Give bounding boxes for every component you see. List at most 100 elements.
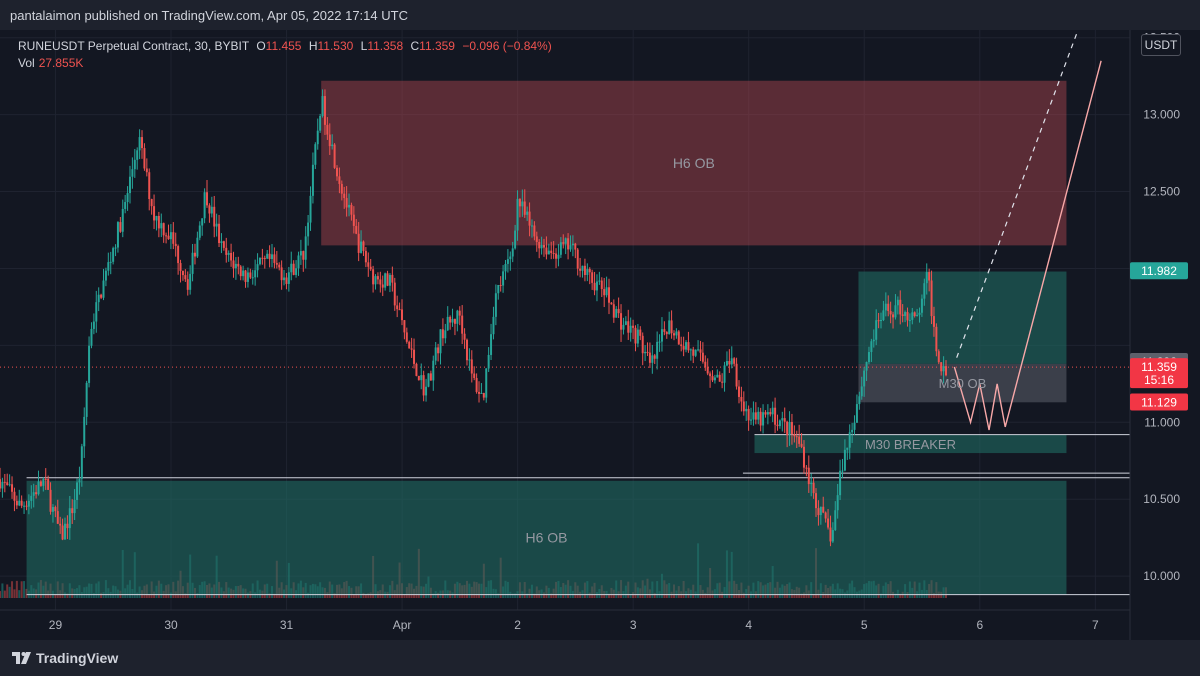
price-label-text: 11.359	[1141, 360, 1177, 374]
candle-body	[530, 225, 533, 227]
volume-bar	[63, 592, 66, 598]
candle-body	[932, 316, 935, 327]
candle-body	[465, 339, 468, 361]
candle-body	[535, 236, 538, 242]
volume-bar	[932, 592, 935, 598]
candle-body	[420, 375, 423, 381]
candle-body	[68, 508, 71, 529]
price-chart[interactable]: H6 OB H6 OB M30 OB M30 BREAKER 10.000 10.500…	[0, 30, 1200, 640]
candle-body	[851, 429, 854, 433]
candle-body	[672, 333, 675, 336]
candle-body	[526, 211, 529, 215]
candle-body	[675, 331, 678, 336]
volume-bar	[880, 593, 883, 598]
candle-body	[612, 304, 615, 318]
candle-body	[682, 346, 685, 350]
candle-body	[218, 223, 221, 244]
candle-body	[201, 218, 204, 226]
candle-body	[352, 214, 355, 226]
candle-body	[413, 349, 416, 364]
candle-body	[906, 312, 909, 321]
volume-bar	[511, 593, 514, 598]
candle-body	[83, 416, 86, 447]
candle-body	[437, 347, 440, 354]
volume-bar	[13, 589, 16, 598]
candle-body	[425, 386, 428, 396]
candle-body	[610, 302, 613, 305]
candle-body	[323, 96, 326, 125]
zone-box	[321, 80, 1067, 246]
candle-body	[25, 505, 28, 507]
volume-bar	[526, 593, 529, 598]
candle-body	[415, 363, 418, 376]
time-tick-label: 2	[514, 618, 521, 632]
currency-button[interactable]: USDT	[1141, 34, 1181, 56]
candle-body	[102, 280, 105, 298]
legend-volume-row: Vol 27.855K	[18, 55, 552, 72]
volume-bar	[23, 581, 26, 598]
candle-body	[562, 242, 565, 244]
candle-body	[882, 310, 885, 321]
candle-body	[184, 275, 187, 280]
candle-body	[860, 386, 863, 397]
candle-body	[839, 470, 842, 496]
candle-body	[595, 281, 598, 291]
candle-body	[444, 330, 447, 339]
candle-body	[316, 130, 319, 145]
volume-bar	[3, 590, 6, 598]
candle-body	[757, 411, 760, 420]
time-tick-label: 30	[164, 618, 178, 632]
candle-body	[367, 262, 370, 267]
legend-ohlc-row: RUNEUSDT Perpetual Contract, 30, BYBIT O…	[18, 38, 552, 55]
candle-body	[285, 277, 288, 284]
candle-body	[588, 268, 591, 273]
candle-body	[745, 408, 748, 412]
candle-body	[622, 324, 625, 330]
time-tick-label: 6	[976, 618, 983, 632]
zone-box	[26, 480, 1067, 595]
candle-body	[458, 310, 461, 316]
volume-bar	[432, 593, 435, 598]
volume-bar	[352, 593, 355, 598]
volume-bar	[196, 593, 199, 598]
candle-body	[56, 511, 59, 524]
candle-body	[778, 420, 781, 427]
candle-body	[44, 478, 47, 480]
volume-bar	[364, 593, 367, 598]
candle-body	[222, 241, 225, 248]
candle-body	[509, 256, 512, 260]
candle-body	[550, 250, 553, 254]
candle-body	[805, 467, 808, 469]
high-key: H	[308, 39, 318, 53]
price-label-countdown: 15:16	[1144, 373, 1174, 387]
candle-body	[867, 352, 870, 363]
candle-body	[206, 192, 209, 206]
candle-body	[617, 308, 620, 314]
price-tick-label: 10.500	[1143, 492, 1180, 506]
candle-body	[937, 351, 940, 363]
candle-body	[639, 329, 642, 336]
candle-body	[940, 362, 943, 372]
volume-bar	[136, 592, 139, 598]
candle-body	[795, 436, 798, 438]
candle-body	[793, 434, 796, 437]
candle-body	[863, 370, 866, 387]
candle-body	[107, 262, 110, 271]
volume-bar	[18, 590, 21, 598]
candle-body	[145, 168, 148, 173]
candle-body	[853, 422, 856, 430]
candle-body	[598, 280, 601, 282]
volume-bar	[588, 592, 591, 598]
candle-body	[545, 247, 548, 255]
candle-body	[76, 482, 79, 500]
candle-body	[251, 277, 254, 279]
candle-body	[815, 493, 818, 509]
candle-body	[181, 270, 184, 276]
candle-body	[490, 334, 493, 355]
candle-body	[109, 261, 112, 263]
candle-body	[230, 252, 233, 261]
candle-body	[482, 392, 485, 398]
candle-body	[73, 499, 76, 514]
volume-value: 27.855K	[38, 56, 84, 70]
candle-body	[124, 202, 127, 209]
